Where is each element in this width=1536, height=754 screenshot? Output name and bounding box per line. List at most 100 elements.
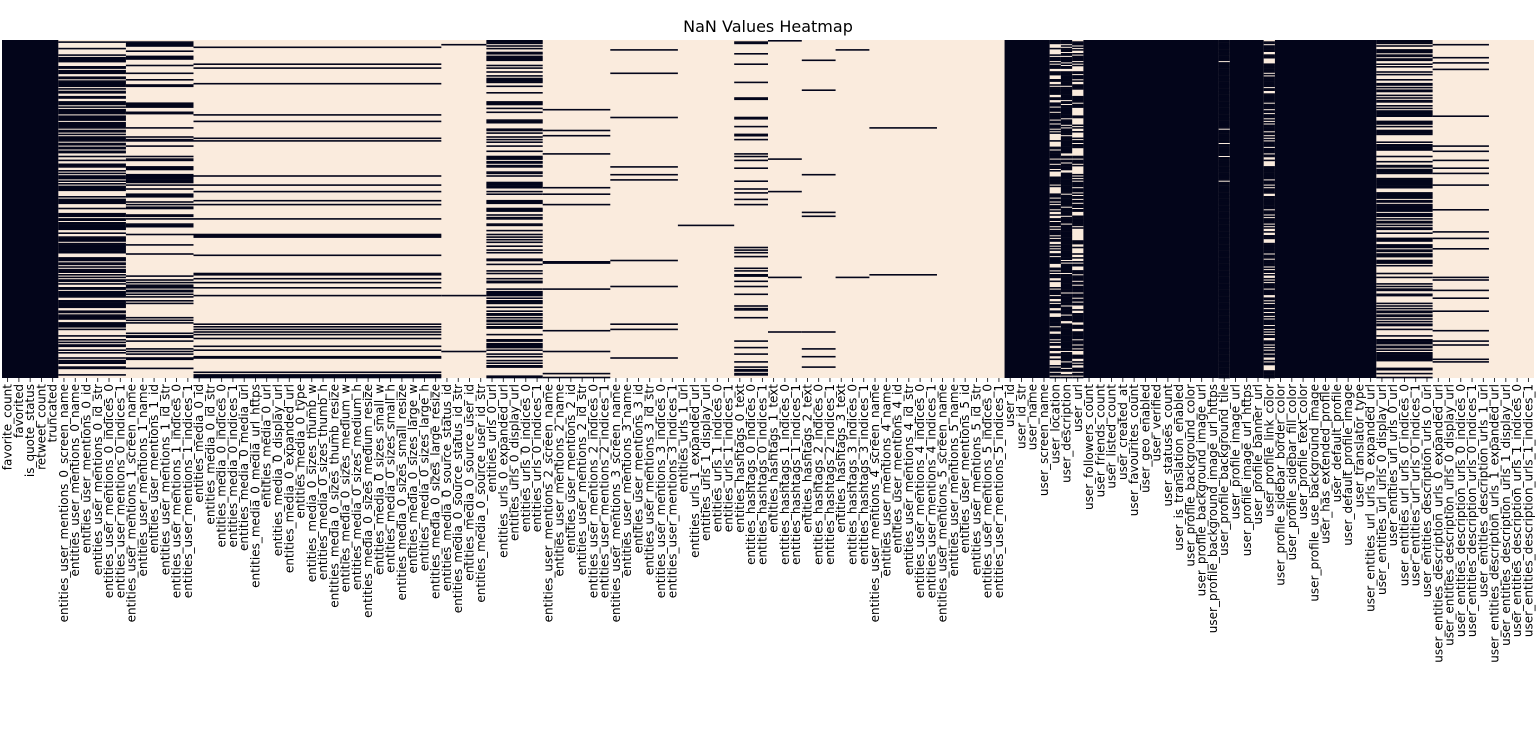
heatmap-cell [1263, 66, 1275, 68]
x-tick-label: user_profile_background_color [1183, 384, 1197, 567]
heatmap-cell [1060, 173, 1073, 176]
heatmap-cell [1072, 85, 1084, 88]
heatmap-cell [1263, 345, 1275, 348]
heatmap-cell [1218, 203, 1230, 206]
heatmap-cell [1263, 283, 1275, 285]
heatmap-cell [1218, 163, 1230, 166]
heatmap-cell [734, 134, 768, 137]
heatmap-cell [1263, 340, 1275, 342]
heatmap-cell [193, 333, 442, 336]
x-tick-label: user_listed_count [1105, 384, 1119, 489]
heatmap-cell [58, 305, 126, 307]
heatmap-cell [441, 43, 487, 46]
heatmap-cell [1060, 329, 1073, 332]
heatmap-cell [1049, 54, 1061, 56]
heatmap-cell [58, 170, 126, 172]
heatmap-cell [1072, 197, 1084, 199]
heatmap-cell [1060, 119, 1073, 121]
heatmap-cell [1049, 365, 1061, 367]
heatmap-cell [542, 153, 611, 155]
heatmap-cell [1376, 73, 1433, 76]
heatmap-cell [58, 108, 126, 111]
heatmap-cell [58, 90, 126, 93]
heatmap-cell [486, 263, 543, 266]
heatmap-cell [1049, 167, 1061, 169]
heatmap-cell [1218, 112, 1230, 115]
heatmap-cell [1376, 132, 1433, 134]
heatmap-cell [734, 203, 768, 206]
heatmap-cell [1263, 116, 1275, 119]
heatmap-cell [1218, 349, 1230, 351]
heatmap-cell [542, 376, 611, 379]
heatmap-cell [1376, 183, 1433, 185]
heatmap-cell [58, 227, 126, 229]
heatmap-cell [1376, 232, 1433, 234]
heatmap-cell [1376, 246, 1433, 249]
heatmap-cell [1060, 131, 1073, 133]
heatmap-cell [1072, 288, 1084, 290]
heatmap-cell [58, 224, 126, 227]
heatmap-cell [1218, 244, 1230, 246]
heatmap-cell [125, 224, 194, 227]
heatmap-cell [542, 262, 611, 264]
heatmap-cell [1060, 180, 1073, 182]
heatmap-cell [1376, 58, 1433, 60]
heatmap-cell [58, 81, 126, 84]
heatmap-cell [1060, 249, 1073, 251]
heatmap-cell [1072, 216, 1084, 219]
heatmap-cell [1376, 110, 1433, 112]
heatmap-cell [58, 345, 126, 348]
heatmap-cell [1218, 348, 1230, 350]
heatmap-cell [58, 111, 126, 114]
x-tick-label: entities_user_mentions_5_id_str [969, 384, 983, 575]
heatmap-cell [1376, 276, 1433, 279]
heatmap-cell [1263, 219, 1275, 221]
heatmap-cell [1263, 264, 1275, 267]
heatmap-cell [1376, 141, 1433, 143]
heatmap-cell [1376, 115, 1433, 117]
heatmap-cell [1072, 49, 1084, 51]
heatmap-cell [1218, 335, 1230, 337]
heatmap-cell [1218, 332, 1230, 335]
heatmap-cell [58, 80, 126, 82]
heatmap-cell [1072, 105, 1084, 107]
x-tick-label: entities_user_mentions_5_screen_name [936, 384, 950, 622]
heatmap-cell [1218, 241, 1230, 244]
heatmap-cell [1218, 94, 1230, 97]
heatmap-cell [1049, 290, 1061, 293]
heatmap-cell [1049, 318, 1061, 320]
heatmap-cell [1218, 277, 1230, 280]
heatmap-cell [1072, 346, 1084, 349]
heatmap-cell [1049, 196, 1061, 198]
heatmap-cell [1218, 218, 1230, 220]
heatmap-cell [1432, 310, 1489, 312]
heatmap-cell [1060, 59, 1073, 62]
heatmap-cell [486, 175, 543, 177]
heatmap-cell [1218, 116, 1230, 119]
heatmap-cell [58, 357, 126, 359]
heatmap-cell [1376, 41, 1433, 43]
heatmap-cell [1218, 259, 1230, 262]
heatmap-cell [1060, 47, 1073, 50]
heatmap-cell [486, 259, 543, 262]
heatmap-cell [1218, 50, 1230, 52]
heatmap-cell [1049, 151, 1061, 154]
heatmap-cell [1060, 102, 1073, 104]
heatmap-cell [1060, 210, 1073, 212]
heatmap-cell [1376, 272, 1433, 275]
heatmap-cell [1376, 166, 1433, 168]
x-tick-label: user_entities_description_urls_1_url [1476, 384, 1490, 597]
heatmap-cell [1072, 56, 1084, 59]
heatmap-cell [1376, 164, 1433, 167]
x-tick-label: user_entities_url_urls_0_display_url [1375, 384, 1389, 595]
heatmap-cell [1072, 144, 1084, 146]
heatmap-cell [486, 241, 543, 244]
heatmap-cell [58, 123, 126, 125]
heatmap-cell [486, 92, 543, 94]
heatmap-cell [193, 277, 442, 280]
heatmap-cell [801, 89, 836, 91]
heatmap-cell [1049, 319, 1061, 322]
heatmap-cell [58, 293, 126, 296]
heatmap-cell [125, 322, 194, 324]
heatmap-cell [1049, 202, 1061, 205]
